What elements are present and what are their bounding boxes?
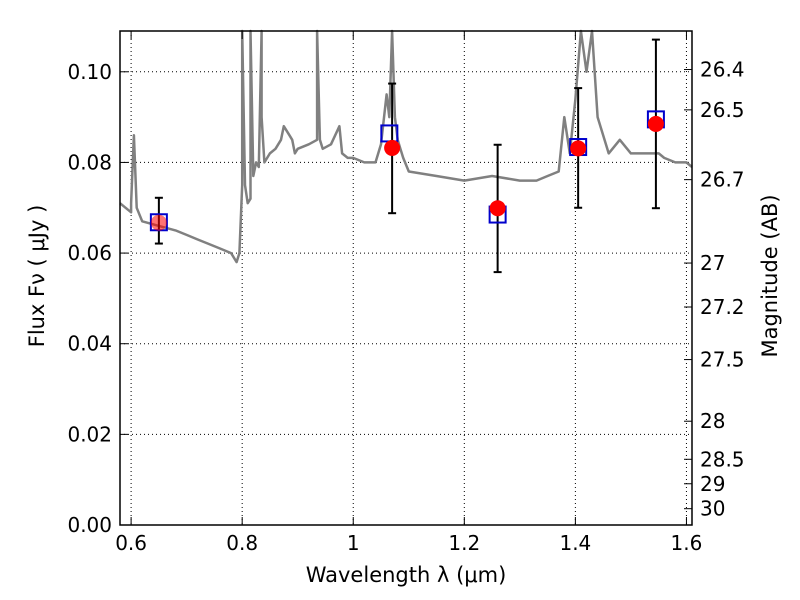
plot-frame [119, 30, 693, 526]
right-tick-label: 28.5 [700, 447, 745, 471]
y-tick-label: 0.10 [67, 60, 112, 84]
y-tick-label: 0.02 [67, 422, 112, 446]
right-tick-label: 27 [700, 251, 725, 275]
y-axis-title: Flux Fν ( μJy ) [25, 205, 49, 348]
observed-flux-point [489, 200, 506, 217]
right-tick-label: 28 [700, 409, 725, 433]
right-tick-label: 27.5 [700, 348, 745, 372]
observed-flux-point [570, 140, 587, 157]
right-axis-title: Magnitude (AB) [758, 194, 782, 357]
x-tick-label: 0.8 [226, 531, 258, 555]
right-tick-label: 29 [700, 472, 725, 496]
observed-flux-point [384, 139, 401, 156]
tick-labels: 0.6 0.8 1 1.2 1.4 1.6 0.00 0.02 0.04 0.06 0.08 0.10… [67, 58, 744, 555]
circle-marker-layer [150, 115, 664, 231]
right-tick-label: 26.5 [700, 98, 745, 122]
sed-line-layer [119, 29, 693, 264]
observed-flux-point [647, 115, 664, 132]
x-tick-label: 1.4 [559, 531, 591, 555]
tick-marks [120, 31, 692, 526]
grid-lines [120, 31, 692, 526]
right-tick-label: 26.7 [700, 168, 745, 192]
y-tick-label: 0.06 [67, 241, 112, 265]
x-tick-label: 1.2 [448, 531, 480, 555]
y-tick-label: 0.08 [67, 150, 112, 174]
x-tick-label: 1 [347, 531, 360, 555]
right-tick-label: 30 [700, 497, 725, 521]
sed-model-line [119, 29, 693, 264]
y-tick-label: 0.00 [67, 513, 112, 537]
right-tick-label: 26.4 [700, 58, 745, 82]
observed-flux-point [150, 214, 167, 231]
x-tick-label: 0.6 [115, 531, 147, 555]
y-tick-label: 0.04 [67, 332, 112, 356]
x-tick-label: 1.6 [671, 531, 703, 555]
right-tick-label: 27.2 [700, 295, 745, 319]
x-axis-title: Wavelength λ (μm) [306, 563, 507, 587]
